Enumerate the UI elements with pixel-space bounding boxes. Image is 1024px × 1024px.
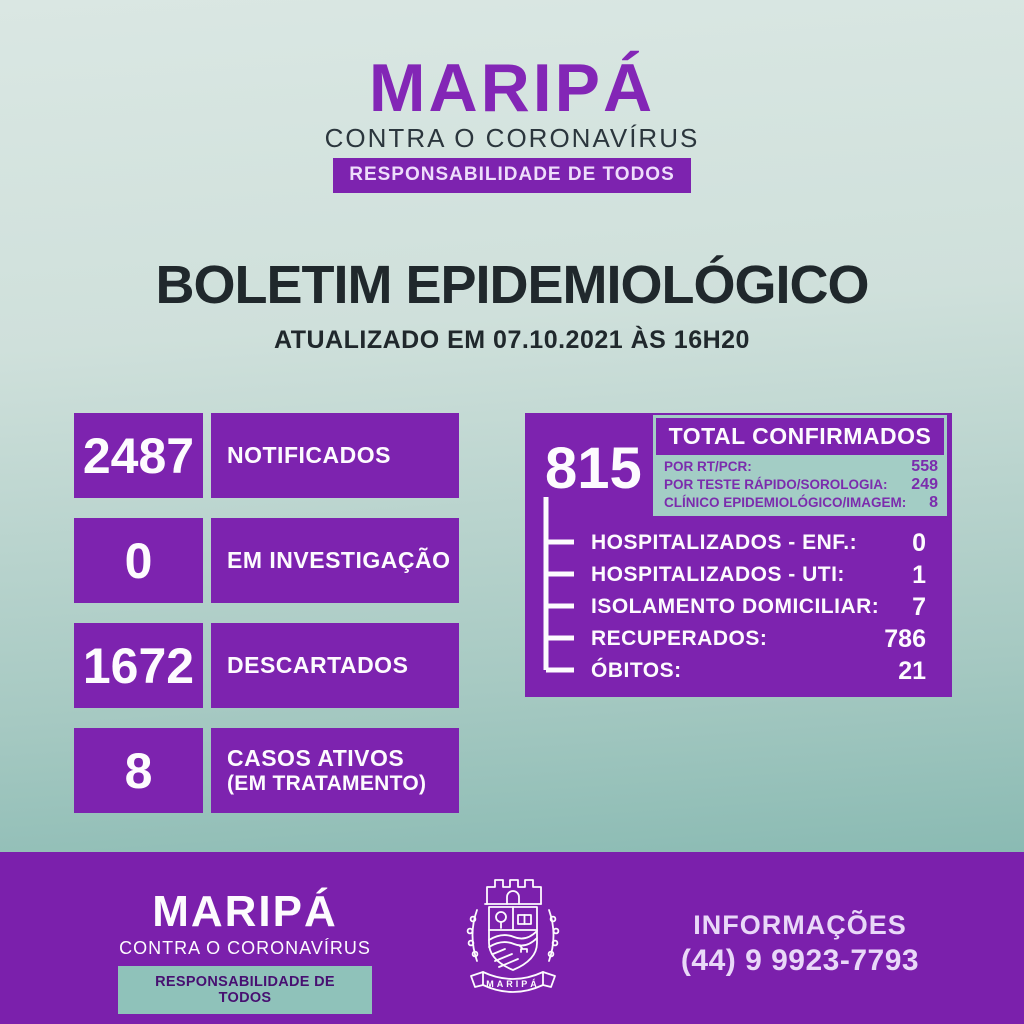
breakdown-value: 558 (911, 458, 938, 475)
breakdown-value: 8 (929, 494, 938, 511)
city-crest-icon: MARIPÁ (466, 879, 560, 993)
total-confirmed-value: 815 (545, 436, 642, 501)
header-logo: MARIPÁ CONTRA O CORONAVÍRUS RESPONSABILI… (0, 54, 1024, 193)
stat-row-casos-ativos: 8 CASOS ATIVOS (EM TRATAMENTO) (74, 728, 459, 813)
stat-row-investigacao: 0 EM INVESTIGAÇÃO (74, 518, 459, 603)
info-phone-number: (44) 9 9923-7793 (680, 944, 920, 977)
campaign-tagline: CONTRA O CORONAVÍRUS (324, 123, 700, 153)
stat-sublabel: (EM TRATAMENTO) (227, 771, 427, 795)
breakdown-label: POR RT/PCR: (664, 459, 752, 474)
breakdown-row: CLÍNICO EPIDEMIOLÓGICO/IMAGEM: 8 (664, 494, 938, 512)
info-title: INFORMAÇÕES (693, 910, 907, 940)
stat-label: DESCARTADOS (227, 652, 409, 679)
stat-label: NOTIFICADOS (227, 442, 391, 469)
city-wordmark: MARIPÁ (152, 887, 338, 936)
breakdown-row: POR RT/PCR: 558 (664, 458, 938, 476)
breakdown-row: POR TESTE RÁPIDO/SOROLOGIA: 249 (664, 476, 938, 494)
confirmed-header: TOTAL CONFIRMADOS (656, 418, 944, 455)
stat-value: 8 (74, 728, 203, 813)
responsibility-badge: RESPONSABILIDADE DE TODOS (333, 158, 691, 193)
confirmed-panel: 815 TOTAL CONFIRMADOS POR RT/PCR: 558 PO… (525, 413, 952, 697)
list-item: RECUPERADOS: 786 (591, 623, 926, 655)
confirmed-items: HOSPITALIZADOS - ENF.: 0 HOSPITALIZADOS … (591, 527, 926, 687)
item-label: RECUPERADOS: (591, 627, 768, 650)
tree-bracket (543, 497, 574, 673)
item-label: ÓBITOS: (591, 659, 682, 682)
title-block: BOLETIM EPIDEMIOLÓGICO ATUALIZADO EM 07.… (0, 254, 1024, 355)
list-item: HOSPITALIZADOS - UTI: 1 (591, 559, 926, 591)
crest-banner-label: MARIPÁ (486, 979, 540, 989)
item-value: 0 (912, 528, 926, 557)
campaign-tagline: CONTRA O CORONAVÍRUS (119, 938, 371, 958)
confirmed-breakdown-box: TOTAL CONFIRMADOS POR RT/PCR: 558 POR TE… (653, 415, 947, 516)
item-value: 786 (884, 624, 926, 653)
stat-value: 0 (74, 518, 203, 603)
stat-row-descartados: 1672 DESCARTADOS (74, 623, 459, 708)
list-item: ISOLAMENTO DOMICILIAR: 7 (591, 591, 926, 623)
breakdown-label: CLÍNICO EPIDEMIOLÓGICO/IMAGEM: (664, 495, 907, 510)
stat-value: 2487 (74, 413, 203, 498)
breakdown-value: 249 (911, 476, 938, 493)
stat-label: EM INVESTIGAÇÃO (227, 547, 451, 574)
updated-timestamp: ATUALIZADO EM 07.10.2021 ÀS 16H20 (274, 326, 750, 354)
breakdown-label: POR TESTE RÁPIDO/SOROLOGIA: (664, 477, 888, 492)
footer-band: MARIPÁ CONTRA O CORONAVÍRUS RESPONSABILI… (0, 852, 1024, 1024)
responsibility-badge: RESPONSABILIDADE DE TODOS (118, 966, 372, 1014)
item-value: 21 (898, 656, 926, 685)
footer-logo: MARIPÁ CONTRA O CORONAVÍRUS RESPONSABILI… (118, 890, 372, 1014)
item-label: HOSPITALIZADOS - ENF.: (591, 531, 858, 554)
list-item: ÓBITOS: 21 (591, 655, 926, 687)
city-wordmark: MARIPÁ (368, 50, 656, 126)
page-title: BOLETIM EPIDEMIOLÓGICO (155, 255, 869, 315)
item-value: 7 (912, 592, 926, 621)
stat-value: 1672 (74, 623, 203, 708)
stats-column: 2487 NOTIFICADOS 0 EM INVESTIGAÇÃO 1672 … (74, 413, 459, 833)
item-value: 1 (912, 560, 926, 589)
item-label: ISOLAMENTO DOMICILIAR: (591, 595, 880, 618)
stat-label: CASOS ATIVOS (227, 745, 405, 772)
footer-contact: INFORMAÇÕES (44) 9 9923-7793 (660, 910, 940, 978)
item-label: HOSPITALIZADOS - UTI: (591, 563, 845, 586)
list-item: HOSPITALIZADOS - ENF.: 0 (591, 527, 926, 559)
stat-row-notificados: 2487 NOTIFICADOS (74, 413, 459, 498)
